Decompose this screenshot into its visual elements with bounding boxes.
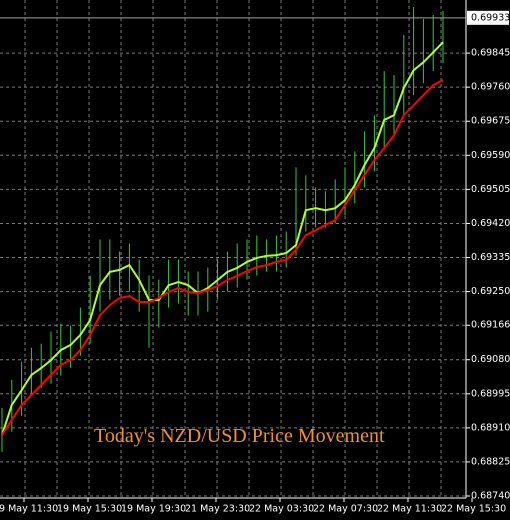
x-tick-label: 22 May 07:30	[313, 504, 378, 515]
y-tick-label: 0.68825	[471, 456, 510, 467]
y-tick-label: 0.69335	[471, 252, 510, 263]
x-tick-label: 22 May 11:30	[377, 504, 442, 515]
last-price-box	[467, 10, 509, 25]
y-tick-label: 0.69675	[471, 116, 510, 127]
x-tick-label: 19 May 11:30	[0, 504, 58, 515]
annotation: Today's NZD/USD Price Movement	[94, 425, 385, 447]
x-tick-label: 21 May 23:30	[185, 504, 250, 515]
x-tick-label: 22 May 03:30	[249, 504, 314, 515]
y-tick-label: 0.69590	[471, 150, 510, 161]
x-tick-label: 22 May 15:30	[441, 504, 506, 515]
y-tick-label: 0.69845	[471, 48, 510, 59]
y-tick-label: 0.69080	[471, 354, 510, 365]
plot	[1, 7, 444, 452]
moving-average	[1, 79, 444, 436]
y-tick-label: 0.69760	[471, 82, 510, 93]
moving-average	[1, 41, 444, 436]
y-tick-label: 0.69505	[471, 184, 510, 195]
last-price-label: 0.69933	[471, 12, 510, 23]
y-tick-label: 0.68740	[471, 490, 510, 501]
y-tick-label: 0.68995	[471, 388, 510, 399]
x-tick-label: 19 May 15:30	[57, 504, 122, 515]
y-tick-label: 0.69250	[471, 286, 510, 297]
grid	[0, 0, 466, 498]
y-tick-label: 0.69166	[471, 320, 510, 331]
x-tick-label: 19 May 19:30	[121, 504, 186, 515]
y-tick-label: 0.69420	[471, 218, 510, 229]
y-tick-label: 0.68910	[471, 422, 510, 433]
